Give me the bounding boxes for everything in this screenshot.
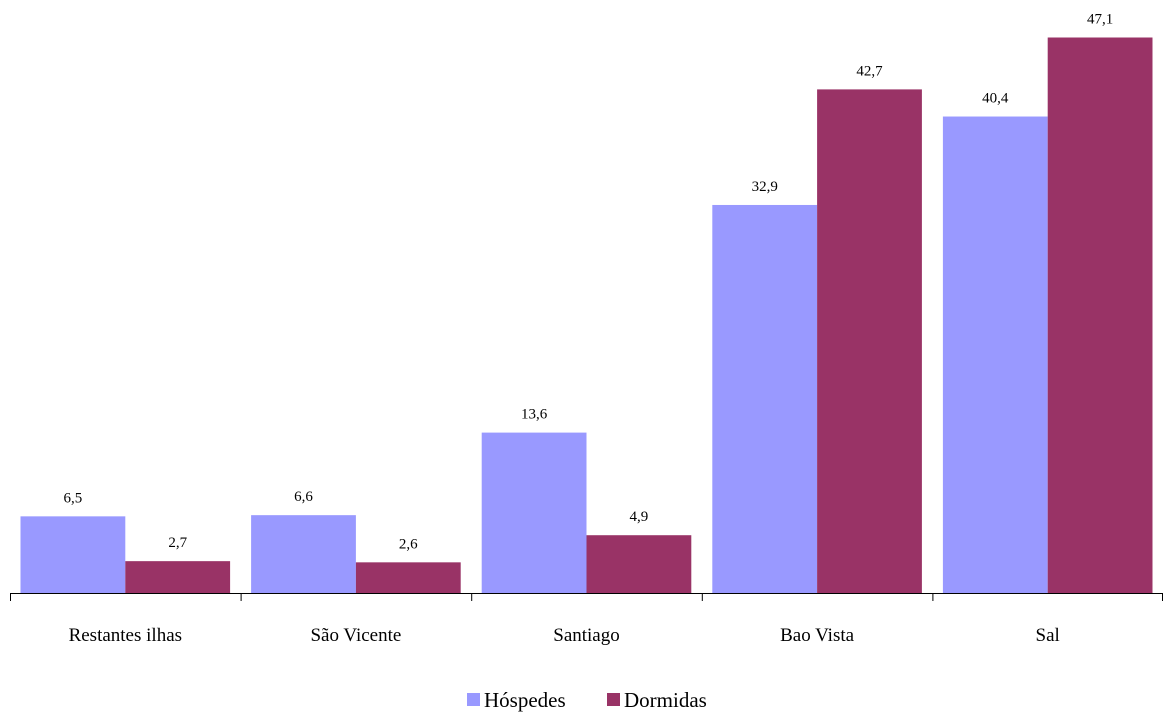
bar-dormidas-2 <box>586 535 692 593</box>
data-label-dormidas-0: 2,7 <box>168 535 187 551</box>
bar-dormidas-4 <box>1047 37 1153 593</box>
category-label-2: Santiago <box>553 625 620 646</box>
bar-hospedes-3 <box>712 204 818 593</box>
bar-hospedes-4 <box>942 116 1048 593</box>
legend-label-dormidas: Dormidas <box>624 688 707 712</box>
data-label-dormidas-2: 4,9 <box>630 509 649 525</box>
data-label-dormidas-4: 47,1 <box>1087 12 1113 28</box>
x-axis-ticks <box>10 593 1163 601</box>
data-label-hospedes-0: 6,5 <box>64 490 83 506</box>
bar-dormidas-3 <box>817 89 922 593</box>
legend-swatch-dormidas <box>607 693 620 706</box>
data-label-hospedes-4: 40,4 <box>982 91 1009 107</box>
category-labels-group: Restantes ilhas São Vicente Santiago Bao Vi… <box>69 625 1060 646</box>
bar-hospedes-1 <box>251 515 356 593</box>
legend: Hóspedes Dormidas <box>467 688 707 712</box>
legend-swatch-hospedes <box>467 693 480 706</box>
bar-dormidas-1 <box>355 562 461 593</box>
data-label-hospedes-1: 6,6 <box>294 489 313 505</box>
bar-hospedes-0 <box>20 516 126 593</box>
category-label-3: Bao Vista <box>780 625 855 646</box>
category-label-4: Sal <box>1036 625 1060 646</box>
category-label-0: Restantes ilhas <box>69 625 182 646</box>
legend-label-hospedes: Hóspedes <box>484 688 566 712</box>
data-labels-group: 6,5 2,7 6,6 2,6 13,6 4,9 32,9 42,7 40,4 47,1 <box>64 12 1114 553</box>
bars-group <box>20 37 1153 593</box>
data-label-dormidas-3: 42,7 <box>856 63 883 79</box>
bar-dormidas-0 <box>125 561 231 593</box>
data-label-dormidas-1: 2,6 <box>399 536 418 552</box>
category-label-1: São Vicente <box>310 625 401 646</box>
data-label-hospedes-3: 32,9 <box>752 179 778 195</box>
bar-hospedes-2 <box>481 432 587 593</box>
data-label-hospedes-2: 13,6 <box>521 407 548 423</box>
